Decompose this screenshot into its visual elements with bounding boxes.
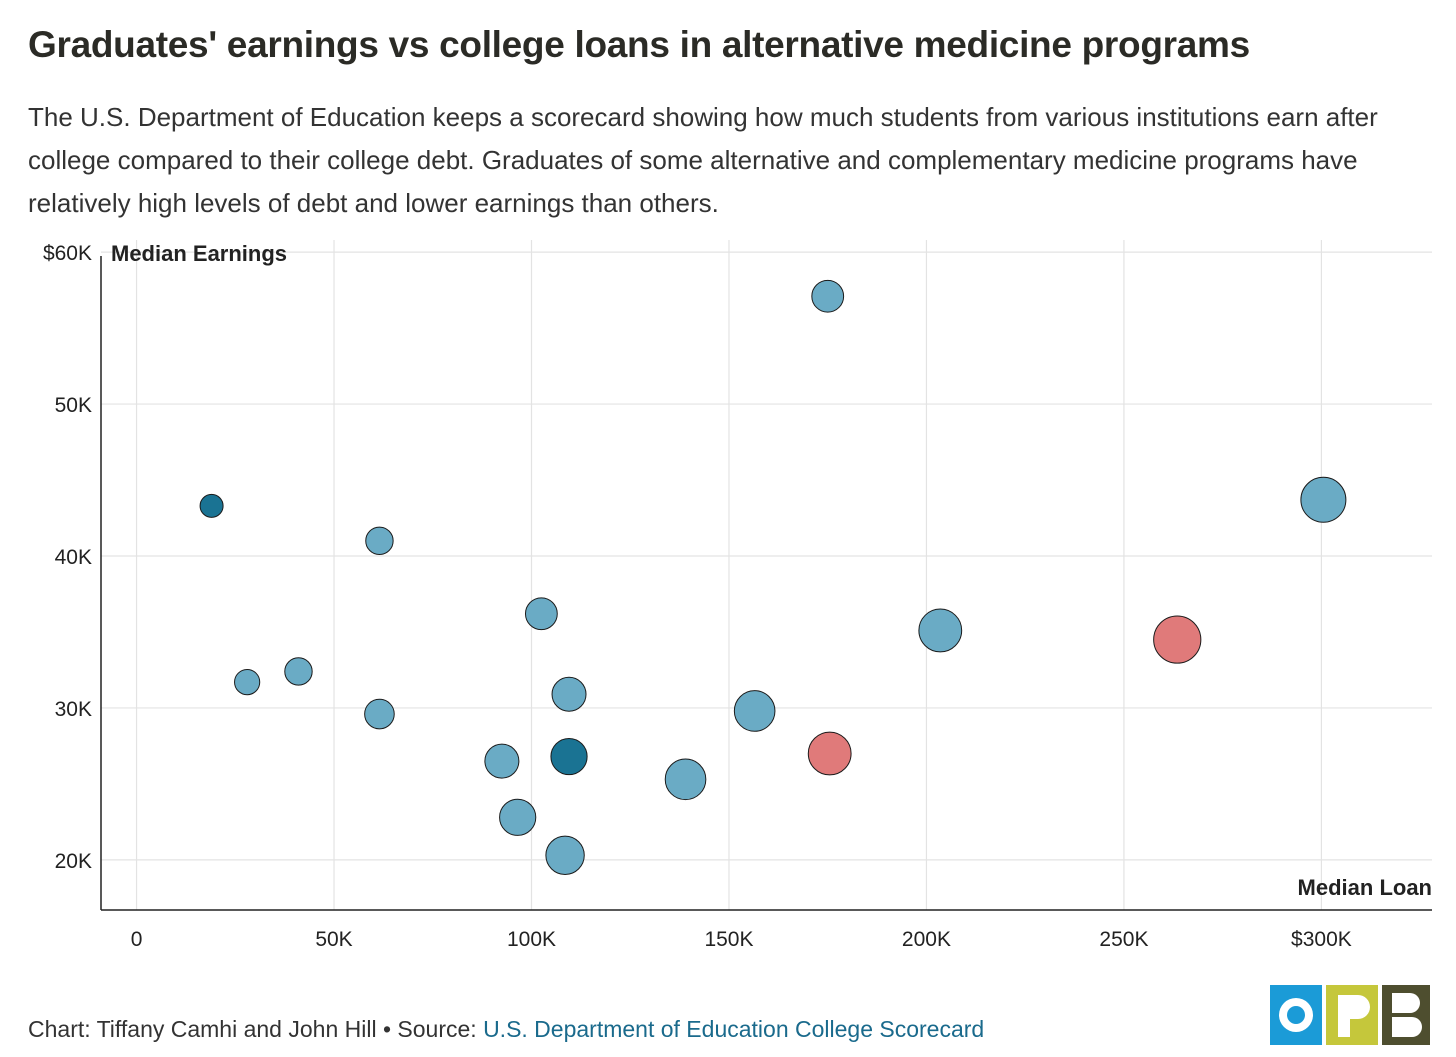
data-point[interactable] xyxy=(234,669,261,696)
x-axis-tick-labels: 0 50K 100K 150K 200K 250K $300K xyxy=(131,928,1352,951)
y-tick-label: 50K xyxy=(55,394,92,417)
opb-logo xyxy=(1270,985,1430,1045)
data-point[interactable] xyxy=(1300,476,1347,523)
y-tick-label: 30K xyxy=(55,698,92,721)
scatter-chart: 0 50K 100K 150K 200K 250K $300K 20K 30K 40K 50K $6… xyxy=(43,240,1432,951)
data-point[interactable] xyxy=(199,493,224,518)
data-point[interactable] xyxy=(545,835,585,876)
data-point[interactable] xyxy=(807,731,852,776)
x-gridlines xyxy=(135,240,1323,910)
data-point[interactable] xyxy=(1153,615,1202,664)
x-tick-label: 250K xyxy=(1099,928,1148,951)
x-tick-label: 200K xyxy=(902,928,951,951)
chart-footer: Chart: Tiffany Camhi and John Hill • Sou… xyxy=(28,1016,984,1043)
data-points xyxy=(199,279,1347,876)
data-point[interactable] xyxy=(524,597,558,631)
y-axis-title: Median Earnings xyxy=(111,241,287,266)
data-point[interactable] xyxy=(551,676,587,712)
logo-p-shape xyxy=(1338,995,1370,1037)
data-point[interactable] xyxy=(484,743,520,779)
x-tick-label: 0 xyxy=(131,928,143,951)
data-point[interactable] xyxy=(284,657,313,686)
chart-axes xyxy=(100,256,1432,911)
chart-subtitle: The U.S. Department of Education keeps a… xyxy=(28,102,1378,218)
x-tick-label: $300K xyxy=(1291,928,1352,951)
source-link[interactable]: U.S. Department of Education College Sco… xyxy=(483,1016,985,1042)
x-axis-title: Median Loan xyxy=(1298,875,1432,900)
logo-o-dot xyxy=(1287,1006,1305,1024)
logo-b-shape xyxy=(1392,993,1422,1037)
data-point[interactable] xyxy=(733,690,776,732)
data-point[interactable] xyxy=(365,526,394,556)
chart-title: Graduates' earnings vs college loans in … xyxy=(28,24,1250,65)
data-point[interactable] xyxy=(550,737,588,776)
chart-credit: Chart: Tiffany Camhi and John Hill • Sou… xyxy=(28,1016,484,1042)
y-gridlines xyxy=(101,251,1432,861)
x-tick-label: 50K xyxy=(315,928,352,951)
x-tick-label: 150K xyxy=(704,928,753,951)
y-tick-label: 20K xyxy=(55,850,92,873)
y-tick-label: 40K xyxy=(55,546,92,569)
x-tick-label: 100K xyxy=(507,928,556,951)
data-point[interactable] xyxy=(811,279,845,313)
data-point[interactable] xyxy=(918,608,963,653)
data-point[interactable] xyxy=(364,698,395,730)
data-point[interactable] xyxy=(664,758,707,801)
y-tick-label: $60K xyxy=(43,242,92,265)
y-axis-tick-labels: 20K 30K 40K 50K $60K xyxy=(43,242,92,873)
data-point[interactable] xyxy=(499,798,537,836)
